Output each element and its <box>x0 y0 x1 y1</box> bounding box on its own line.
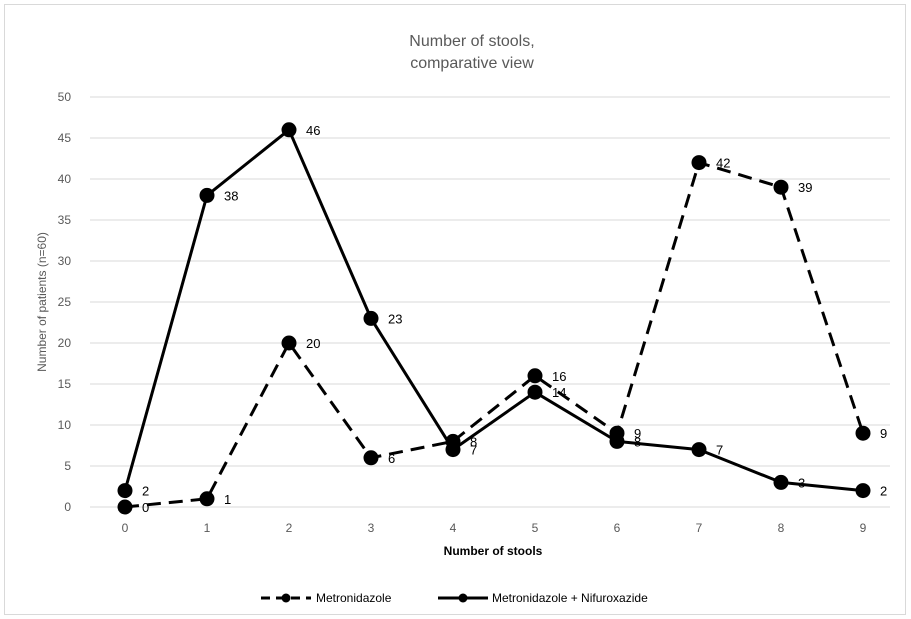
y-tick-label: 5 <box>64 459 71 473</box>
x-axis-title: Number of stools <box>444 544 543 558</box>
data-label-metronidazole-nifuroxazide: 14 <box>552 385 566 400</box>
data-label-metronidazole: 9 <box>880 426 887 441</box>
series-points <box>117 122 871 515</box>
legend-marker-metronidazole-nifuroxazide <box>458 593 468 603</box>
point-metronidazole-nifuroxazide <box>855 483 871 499</box>
point-metronidazole-nifuroxazide <box>691 442 707 458</box>
y-tick-label: 20 <box>58 336 72 350</box>
y-axis-title: Number of patients (n=60) <box>35 232 49 372</box>
series-line-metronidazole-nifuroxazide <box>123 128 864 493</box>
point-metronidazole <box>855 425 871 441</box>
point-metronidazole-nifuroxazide <box>281 122 297 138</box>
x-tick-label: 0 <box>122 521 129 535</box>
data-label-metronidazole: 6 <box>388 451 395 466</box>
data-label-metronidazole-nifuroxazide: 2 <box>880 484 887 499</box>
y-axis-ticks: 0 5 10 15 20 25 30 35 40 45 50 <box>58 90 72 514</box>
data-label-metronidazole-nifuroxazide: 7 <box>470 443 477 458</box>
point-metronidazole-nifuroxazide <box>445 442 461 458</box>
point-metronidazole-nifuroxazide <box>773 474 789 490</box>
legend-label-metronidazole: Metronidazole <box>316 591 392 605</box>
y-tick-label: 35 <box>58 213 72 227</box>
y-tick-label: 25 <box>58 295 72 309</box>
data-label-metronidazole: 42 <box>716 156 730 171</box>
x-tick-label: 4 <box>450 521 457 535</box>
data-label-metronidazole: 9 <box>634 426 641 441</box>
point-metronidazole <box>363 450 379 466</box>
chart-title-line-2: comparative view <box>410 55 534 72</box>
data-label-metronidazole-nifuroxazide: 2 <box>142 484 149 499</box>
x-tick-label: 6 <box>614 521 621 535</box>
y-tick-label: 40 <box>58 172 72 186</box>
legend: Metronidazole Metronidazole + Nifuroxazi… <box>261 591 648 605</box>
y-tick-label: 10 <box>58 418 72 432</box>
data-label-metronidazole: 0 <box>142 500 149 515</box>
point-metronidazole <box>691 155 707 171</box>
y-tick-label: 15 <box>58 377 72 391</box>
legend-label-metronidazole-nifuroxazide: Metronidazole + Nifuroxazide <box>492 591 648 605</box>
chart-title-line-1: Number of stools, <box>409 33 534 50</box>
point-metronidazole <box>199 491 215 507</box>
series-line-metronidazole <box>124 161 865 509</box>
x-tick-label: 2 <box>286 521 293 535</box>
x-tick-label: 1 <box>204 521 211 535</box>
data-label-metronidazole-nifuroxazide: 23 <box>388 311 402 326</box>
y-tick-label: 30 <box>58 254 72 268</box>
y-tick-label: 0 <box>64 500 71 514</box>
data-label-metronidazole: 16 <box>552 369 566 384</box>
x-tick-label: 3 <box>368 521 375 535</box>
legend-marker-metronidazole <box>281 593 291 603</box>
data-label-metronidazole-nifuroxazide: 7 <box>716 443 723 458</box>
x-axis-ticks: 0 1 2 3 4 5 6 7 8 9 <box>122 521 867 535</box>
data-label-metronidazole-nifuroxazide: 46 <box>306 123 320 138</box>
point-metronidazole <box>117 499 133 515</box>
data-label-metronidazole-nifuroxazide: 8 <box>634 434 641 449</box>
point-metronidazole <box>773 179 789 195</box>
point-metronidazole-nifuroxazide <box>363 310 379 326</box>
series-lines <box>123 128 865 509</box>
data-label-metronidazole: 20 <box>306 336 320 351</box>
data-label-metronidazole-nifuroxazide: 3 <box>798 475 805 490</box>
x-tick-label: 8 <box>778 521 785 535</box>
point-metronidazole-nifuroxazide <box>609 433 625 449</box>
y-tick-label: 50 <box>58 90 72 104</box>
point-metronidazole-nifuroxazide <box>527 384 543 400</box>
point-metronidazole <box>527 368 543 384</box>
point-metronidazole-nifuroxazide <box>199 187 215 203</box>
data-label-metronidazole: 1 <box>224 492 231 507</box>
data-label-metronidazole: 39 <box>798 180 812 195</box>
y-tick-label: 45 <box>58 131 72 145</box>
point-metronidazole-nifuroxazide <box>117 483 133 499</box>
x-tick-label: 9 <box>860 521 867 535</box>
data-label-metronidazole-nifuroxazide: 38 <box>224 188 238 203</box>
point-metronidazole <box>281 335 297 351</box>
chart-area-border <box>4 4 906 615</box>
x-tick-label: 5 <box>532 521 539 535</box>
data-label-metronidazole: 8 <box>470 434 477 449</box>
x-tick-label: 7 <box>696 521 703 535</box>
